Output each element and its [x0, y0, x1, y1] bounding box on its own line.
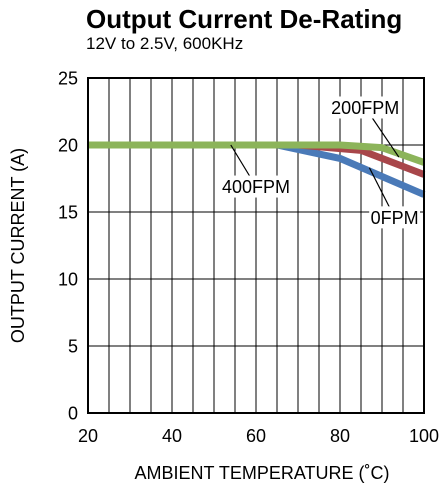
y-tick-label: 20	[58, 136, 78, 156]
series-line-400fpm	[88, 141, 426, 166]
y-tick-label: 5	[68, 337, 78, 357]
chart-subtitle: 12V to 2.5V, 600KHz	[86, 34, 244, 53]
x-tick-label: 80	[330, 426, 350, 446]
series-lines	[88, 141, 426, 198]
y-axis-title: OUTPUT CURRENT (A)	[8, 148, 28, 343]
annotations: 200FPM 400FPM 0FPM	[219, 96, 420, 229]
x-tick-label: 60	[246, 426, 266, 446]
x-axis-title: AMBIENT TEMPERATURE (˚C)	[134, 463, 389, 483]
chart-title: Output Current De-Rating	[86, 4, 403, 34]
annotation-label-400fpm: 400FPM	[222, 177, 290, 197]
annotation-label-200fpm: 200FPM	[331, 98, 399, 118]
plot-frame	[87, 77, 425, 414]
grid-lines	[88, 78, 424, 413]
y-tick-label: 10	[58, 270, 78, 290]
y-tick-label: 25	[58, 69, 78, 89]
annotation-label-0fpm: 0FPM	[371, 208, 419, 228]
annotation-bg-400fpm	[219, 175, 293, 198]
tick-labels: 20 40 60 80 100 0 5 10 15 20 25	[58, 69, 439, 447]
y-tick-label: 15	[58, 203, 78, 223]
annotation-bg-200fpm	[328, 96, 402, 119]
x-tick-label: 40	[162, 426, 182, 446]
annotation-bg-0fpm	[369, 206, 420, 229]
x-tick-label: 100	[409, 426, 439, 446]
x-tick-label: 20	[78, 426, 98, 446]
y-tick-label: 0	[68, 404, 78, 424]
